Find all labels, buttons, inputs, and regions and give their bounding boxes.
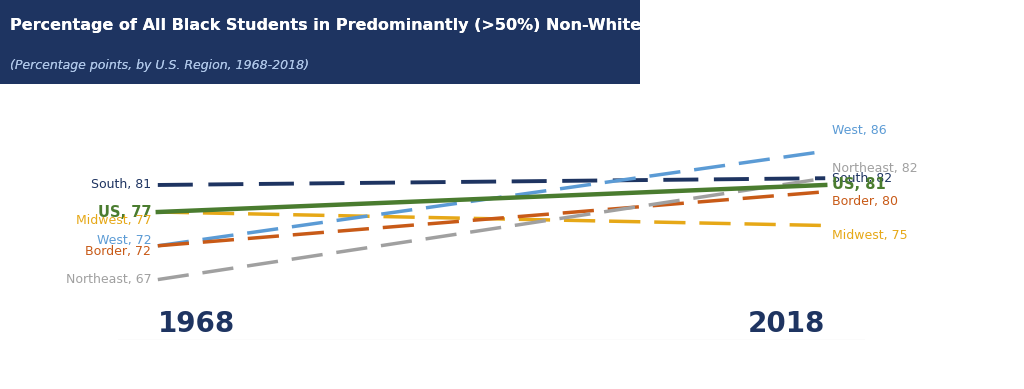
Text: South, 82: South, 82 (831, 172, 892, 185)
Bar (0, 0, 640, 84)
Text: Border, 80: Border, 80 (831, 195, 898, 209)
Text: South, 81: South, 81 (91, 179, 152, 191)
Text: (Percentage points, by U.S. Region, 1968-2018): (Percentage points, by U.S. Region, 1968… (10, 58, 309, 72)
Text: Northeast, 82: Northeast, 82 (831, 161, 918, 175)
Text: US, 81: US, 81 (831, 177, 886, 193)
Text: Percentage of All Black Students in Predominantly (>50%) Non-White Schools, 1968: Percentage of All Black Students in Pred… (10, 18, 839, 33)
Text: West, 86: West, 86 (831, 124, 887, 137)
Text: Midwest, 75: Midwest, 75 (831, 229, 907, 242)
Text: Midwest, 77: Midwest, 77 (76, 214, 152, 227)
Text: Nonfiscal Public Elementary/Secondary Education Survey 1991-92, 2005-06, 2018-19: Nonfiscal Public Elementary/Secondary Ed… (10, 374, 809, 384)
Text: US, 77: US, 77 (97, 205, 152, 219)
Text: 1968: 1968 (158, 310, 236, 338)
Text: Northeast, 67: Northeast, 67 (66, 273, 152, 286)
Text: Percentage of All Black Students in Predominantly (>50%) Non-White Schools, 1968: Percentage of All Black Students in Pred… (10, 18, 839, 33)
Text: West, 72: West, 72 (96, 234, 152, 247)
Text: Border, 72: Border, 72 (85, 245, 152, 258)
Text: 2018: 2018 (748, 310, 825, 338)
Text: (Percentage points, by U.S. Region, 1968-2018): (Percentage points, by U.S. Region, 1968… (10, 58, 309, 72)
Text: See "Black Segregation Matters: School Resegration and Black Education Opportuni: See "Black Segregation Matters: School R… (10, 350, 975, 359)
